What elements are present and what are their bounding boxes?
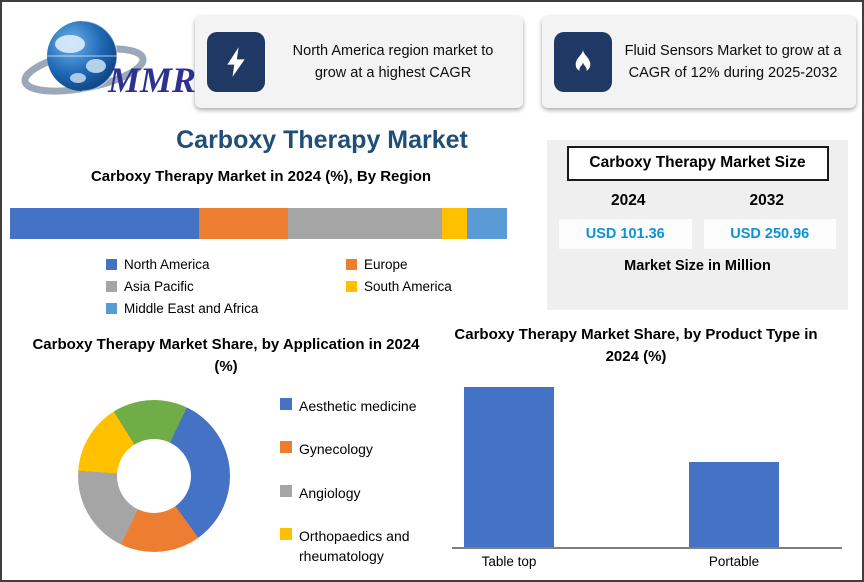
legend-item-north-america: North America [106, 257, 346, 272]
legend-item-asia-pacific: Asia Pacific [106, 279, 346, 294]
legend-swatch [106, 281, 117, 292]
callout-text: Fluid Sensors Market to grow at a CAGR o… [624, 42, 842, 81]
product-bar-labels: Table top Portable [452, 554, 842, 574]
product-bar-label-table-top: Table top [481, 554, 537, 569]
legend-label: North America [124, 257, 210, 272]
legend-swatch [280, 398, 292, 410]
legend-item-aesthetic-medicine: Aesthetic medicine [280, 396, 465, 416]
legend-label: Middle East and Africa [124, 301, 259, 316]
region-bar-segment-middle-east-and-africa [467, 208, 507, 239]
mmr-logo: MMR [20, 10, 210, 110]
market-size-panel: Carboxy Therapy Market Size 2024 2032 US… [547, 140, 848, 310]
market-size-title: Carboxy Therapy Market Size [566, 146, 829, 181]
legend-swatch [280, 527, 292, 540]
legend-label: Gynecology [299, 441, 373, 458]
region-legend: North America Europe Asia Pacific South Ame… [106, 257, 452, 316]
donut-hole [117, 439, 191, 513]
product-bar-portable [689, 462, 779, 547]
application-donut [78, 400, 230, 552]
legend-swatch [280, 484, 292, 497]
legend-label: Asia Pacific [124, 279, 194, 294]
legend-label: South America [364, 279, 452, 294]
product-bar-table-top [464, 387, 554, 547]
callout-fluid-sensors: Fluid Sensors Market to grow at a CAGR o… [542, 16, 856, 108]
legend-swatch [106, 303, 117, 314]
market-size-year-2024: 2024 [611, 191, 646, 209]
application-chart-title: Carboxy Therapy Market Share, by Applica… [32, 336, 420, 375]
application-legend: Aesthetic medicine Gynecology Angiology Ort… [280, 396, 465, 566]
legend-swatch [346, 259, 357, 270]
legend-label: Angiology [299, 484, 361, 501]
product-bar-label-portable: Portable [708, 554, 760, 569]
legend-swatch [280, 441, 292, 454]
brand-text: MMR [107, 60, 196, 100]
callout-text: North America region market to grow at a… [292, 42, 494, 81]
legend-item-europe: Europe [346, 257, 452, 272]
lightning-icon [207, 32, 265, 92]
legend-item-gynecology: Gynecology [280, 439, 465, 459]
callout-north-america: North America region market to grow at a… [195, 16, 523, 108]
legend-label: Aesthetic medicine [299, 398, 417, 414]
legend-swatch [346, 281, 357, 292]
flame-icon [554, 32, 612, 92]
region-bar-segment-south-america [442, 208, 468, 239]
legend-item-angiology: Angiology [280, 483, 465, 503]
product-chart-title: Carboxy Therapy Market Share, by Product… [454, 326, 818, 365]
region-bar-segment-europe [198, 208, 289, 239]
product-bar-plot [452, 382, 842, 549]
legend-label: Orthopaedics and rheumatology [299, 527, 410, 565]
market-size-value-2024: USD 101.36 [559, 218, 692, 249]
globe-icon: MMR [21, 20, 196, 100]
region-chart-title: Carboxy Therapy Market in 2024 (%), By R… [90, 168, 432, 185]
market-size-year-2032: 2032 [749, 191, 784, 209]
region-stacked-bar [10, 208, 507, 239]
legend-swatch [106, 259, 117, 270]
market-size-value-2032: USD 250.96 [703, 218, 836, 249]
page-title: Carboxy Therapy Market [176, 126, 468, 154]
region-bar-segment-asia-pacific [288, 208, 443, 239]
market-size-footer: Market Size in Million [624, 257, 771, 274]
legend-item-orthopaedics-and-rheumatology: Orthopaedics and rheumatology [280, 526, 465, 567]
region-bar-segment-north-america [10, 208, 199, 239]
legend-item-south-america: South America [346, 279, 452, 294]
legend-item-middle-east-and-africa: Middle East and Africa [106, 301, 346, 316]
legend-label: Europe [364, 257, 408, 272]
